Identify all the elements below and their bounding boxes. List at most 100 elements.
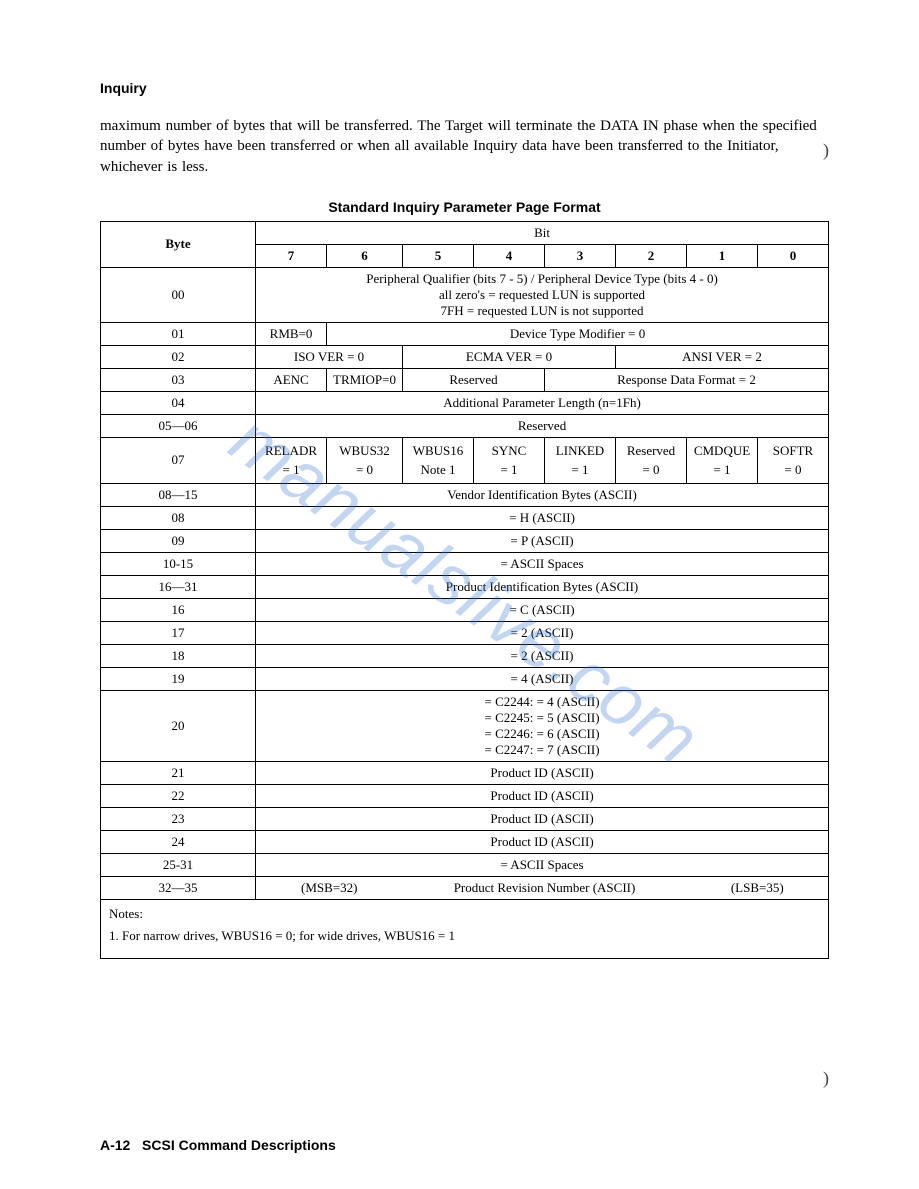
rmb-cell: RMB=0 xyxy=(256,322,327,345)
table-row: 05—06 Reserved xyxy=(101,414,829,437)
row-content: Product ID (ASCII) xyxy=(256,830,829,853)
wbus16-cell: WBUS16 Note 1 xyxy=(403,437,474,483)
row-content: = P (ASCII) xyxy=(256,529,829,552)
reserved-bit2-cell: Reserved = 0 xyxy=(616,437,687,483)
ansi-ver-cell: ANSI VER = 2 xyxy=(616,345,829,368)
linked-label: LINKED xyxy=(551,441,609,461)
byte-cell: 16—31 xyxy=(101,575,256,598)
reserved-bit2-label: Reserved xyxy=(622,441,680,461)
table-row: 09= P (ASCII) xyxy=(101,529,829,552)
row-content: Product ID (ASCII) xyxy=(256,784,829,807)
table-row: 07 RELADR = 1 WBUS32 = 0 WBUS16 Note 1 S… xyxy=(101,437,829,483)
table-row: 08= H (ASCII) xyxy=(101,506,829,529)
bit-header: Bit xyxy=(256,221,829,244)
row-content: Product ID (ASCII) xyxy=(256,761,829,784)
bit-2: 2 xyxy=(616,244,687,267)
reserved-cell: Reserved xyxy=(403,368,545,391)
lsb-cell: (LSB=35) xyxy=(687,876,829,899)
sync-value: = 1 xyxy=(480,460,538,480)
table-row: 16= C (ASCII) xyxy=(101,598,829,621)
row20-line4: = C2247: = 7 (ASCII) xyxy=(262,742,822,758)
linked-value: = 1 xyxy=(551,460,609,480)
row-content: = 4 (ASCII) xyxy=(256,667,829,690)
table-row: 23Product ID (ASCII) xyxy=(101,807,829,830)
byte-cell: 01 xyxy=(101,322,256,345)
byte-cell: 05—06 xyxy=(101,414,256,437)
byte-cell: 03 xyxy=(101,368,256,391)
byte-cell: 32—35 xyxy=(101,876,256,899)
softr-value: = 0 xyxy=(764,460,822,480)
response-data-format-cell: Response Data Format = 2 xyxy=(545,368,829,391)
softr-label: SOFTR xyxy=(764,441,822,461)
byte-cell: 24 xyxy=(101,830,256,853)
table-row: 10-15= ASCII Spaces xyxy=(101,552,829,575)
product-id-bytes: Product Identification Bytes (ASCII) xyxy=(256,575,829,598)
table-row: 01 RMB=0 Device Type Modifier = 0 xyxy=(101,322,829,345)
byte-cell: 20 xyxy=(101,690,256,761)
wbus16-value: Note 1 xyxy=(409,460,467,480)
body-paragraph: maximum number of bytes that will be tra… xyxy=(100,116,829,177)
byte-cell: 25-31 xyxy=(101,853,256,876)
row-content: = C (ASCII) xyxy=(256,598,829,621)
bit-6: 6 xyxy=(327,244,403,267)
msb-cell: (MSB=32) xyxy=(256,876,403,899)
byte-cell: 22 xyxy=(101,784,256,807)
row-content: = ASCII Spaces xyxy=(256,552,829,575)
table-title: Standard Inquiry Parameter Page Format xyxy=(100,199,829,215)
byte-cell: 09 xyxy=(101,529,256,552)
table-row: 00 Peripheral Qualifier (bits 7 - 5) / P… xyxy=(101,267,829,322)
table-header-bit-row: Byte Bit xyxy=(101,221,829,244)
byte-cell: 10-15 xyxy=(101,552,256,575)
footer-page-number: A-12 xyxy=(100,1137,130,1153)
table-row: 16—31Product Identification Bytes (ASCII… xyxy=(101,575,829,598)
bit-5: 5 xyxy=(403,244,474,267)
footer-title: SCSI Command Descriptions xyxy=(142,1137,336,1153)
cmdque-cell: CMDQUE = 1 xyxy=(687,437,758,483)
byte-cell: 21 xyxy=(101,761,256,784)
bit-3: 3 xyxy=(545,244,616,267)
reserved-0506: Reserved xyxy=(256,414,829,437)
page-footer: A-12 SCSI Command Descriptions xyxy=(100,1137,336,1153)
sync-cell: SYNC = 1 xyxy=(474,437,545,483)
section-heading: Inquiry xyxy=(100,80,829,96)
inquiry-parameter-table: Byte Bit 7 6 5 4 3 2 1 0 00 Peripheral Q… xyxy=(100,221,829,900)
byte-cell: 08—15 xyxy=(101,483,256,506)
row-content: Product ID (ASCII) xyxy=(256,807,829,830)
byte-cell: 08 xyxy=(101,506,256,529)
bit-0: 0 xyxy=(758,244,829,267)
byte-cell: 18 xyxy=(101,644,256,667)
row-content: = H (ASCII) xyxy=(256,506,829,529)
table-row: 17= 2 (ASCII) xyxy=(101,621,829,644)
product-revision-cell: Product Revision Number (ASCII) xyxy=(403,876,687,899)
wbus16-label: WBUS16 xyxy=(409,441,467,461)
byte-header: Byte xyxy=(101,221,256,267)
row-content: = 2 (ASCII) xyxy=(256,644,829,667)
table-row: 02 ISO VER = 0 ECMA VER = 0 ANSI VER = 2 xyxy=(101,345,829,368)
row20-line2: = C2245: = 5 (ASCII) xyxy=(262,710,822,726)
table-row: 08—15Vendor Identification Bytes (ASCII) xyxy=(101,483,829,506)
note-1: 1. For narrow drives, WBUS16 = 0; for wi… xyxy=(109,928,820,944)
byte-cell: 17 xyxy=(101,621,256,644)
ecma-ver-cell: ECMA VER = 0 xyxy=(403,345,616,368)
reladr-label: RELADR xyxy=(262,441,320,461)
bit-7: 7 xyxy=(256,244,327,267)
byte-cell: 04 xyxy=(101,391,256,414)
scan-artifact-mark: ) xyxy=(823,1068,829,1089)
table-row: 21Product ID (ASCII) xyxy=(101,761,829,784)
reladr-value: = 1 xyxy=(262,460,320,480)
device-type-modifier: Device Type Modifier = 0 xyxy=(327,322,829,345)
byte-cell: 23 xyxy=(101,807,256,830)
byte-cell: 16 xyxy=(101,598,256,621)
row00-line1: Peripheral Qualifier (bits 7 - 5) / Peri… xyxy=(262,271,822,287)
bit-4: 4 xyxy=(474,244,545,267)
scan-artifact-mark: ) xyxy=(823,140,829,161)
softr-cell: SOFTR = 0 xyxy=(758,437,829,483)
row20-line1: = C2244: = 4 (ASCII) xyxy=(262,694,822,710)
trmiop-cell: TRMIOP=0 xyxy=(327,368,403,391)
sync-label: SYNC xyxy=(480,441,538,461)
byte-cell: 19 xyxy=(101,667,256,690)
reserved-bit2-value: = 0 xyxy=(622,460,680,480)
notes-block: Notes: 1. For narrow drives, WBUS16 = 0;… xyxy=(100,900,829,959)
byte-cell: 07 xyxy=(101,437,256,483)
notes-heading: Notes: xyxy=(109,906,820,922)
